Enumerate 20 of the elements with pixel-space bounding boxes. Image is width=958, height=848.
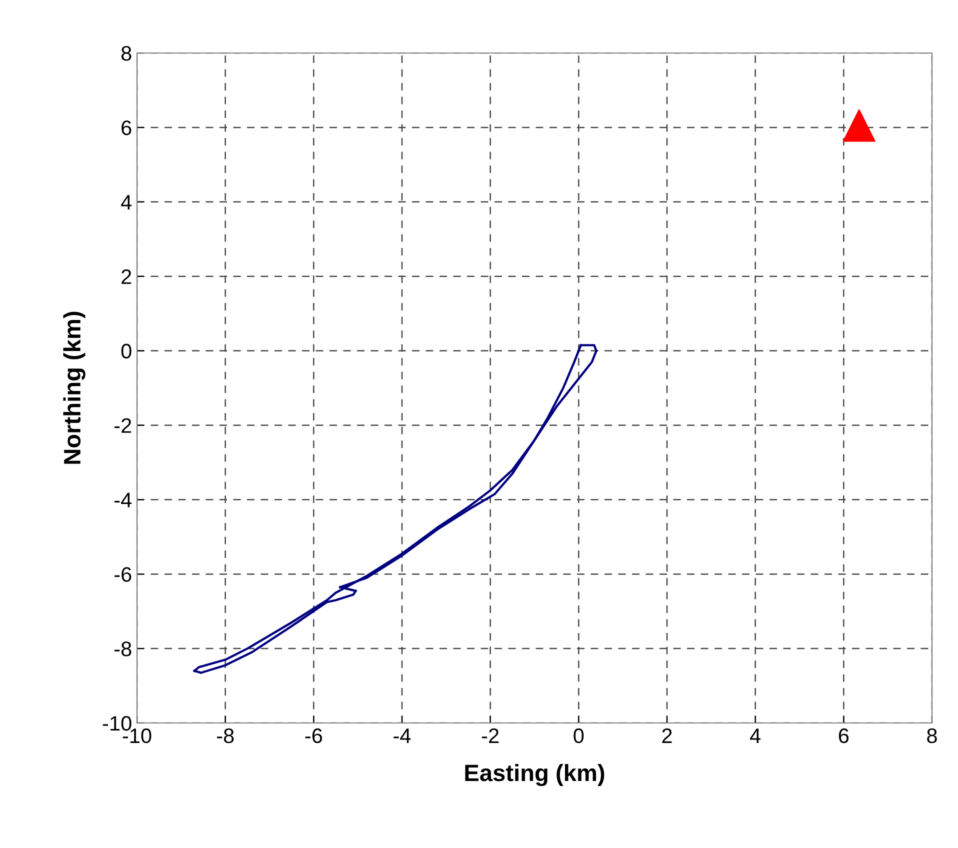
x-tick-label: 6 <box>838 728 849 744</box>
y-tick-label: -4 <box>114 492 132 508</box>
x-axis-title: Easting (km) <box>465 764 604 786</box>
x-tick-label: 2 <box>662 728 672 743</box>
y-tick-label: 4 <box>121 195 132 210</box>
x-tick-label: 4 <box>750 728 761 743</box>
y-tick-label: -2 <box>114 418 132 433</box>
y-tick-label: 2 <box>122 269 132 284</box>
y-tick-label: -6 <box>114 567 132 582</box>
y-axis-title: Northing (km) <box>63 312 86 464</box>
y-tick-label: -8 <box>114 642 132 656</box>
x-tick-label: 0 <box>574 728 584 744</box>
y-tick-label: 8 <box>121 46 132 61</box>
y-tick-label: 6 <box>122 120 132 136</box>
y-tick-label: 0 <box>121 344 132 359</box>
x-tick-label: 8 <box>927 728 937 744</box>
x-tick-label: -4 <box>394 728 411 743</box>
x-tick-label: -6 <box>305 728 322 744</box>
x-tick-label: -8 <box>216 728 234 744</box>
x-tick-label: -2 <box>482 728 499 743</box>
